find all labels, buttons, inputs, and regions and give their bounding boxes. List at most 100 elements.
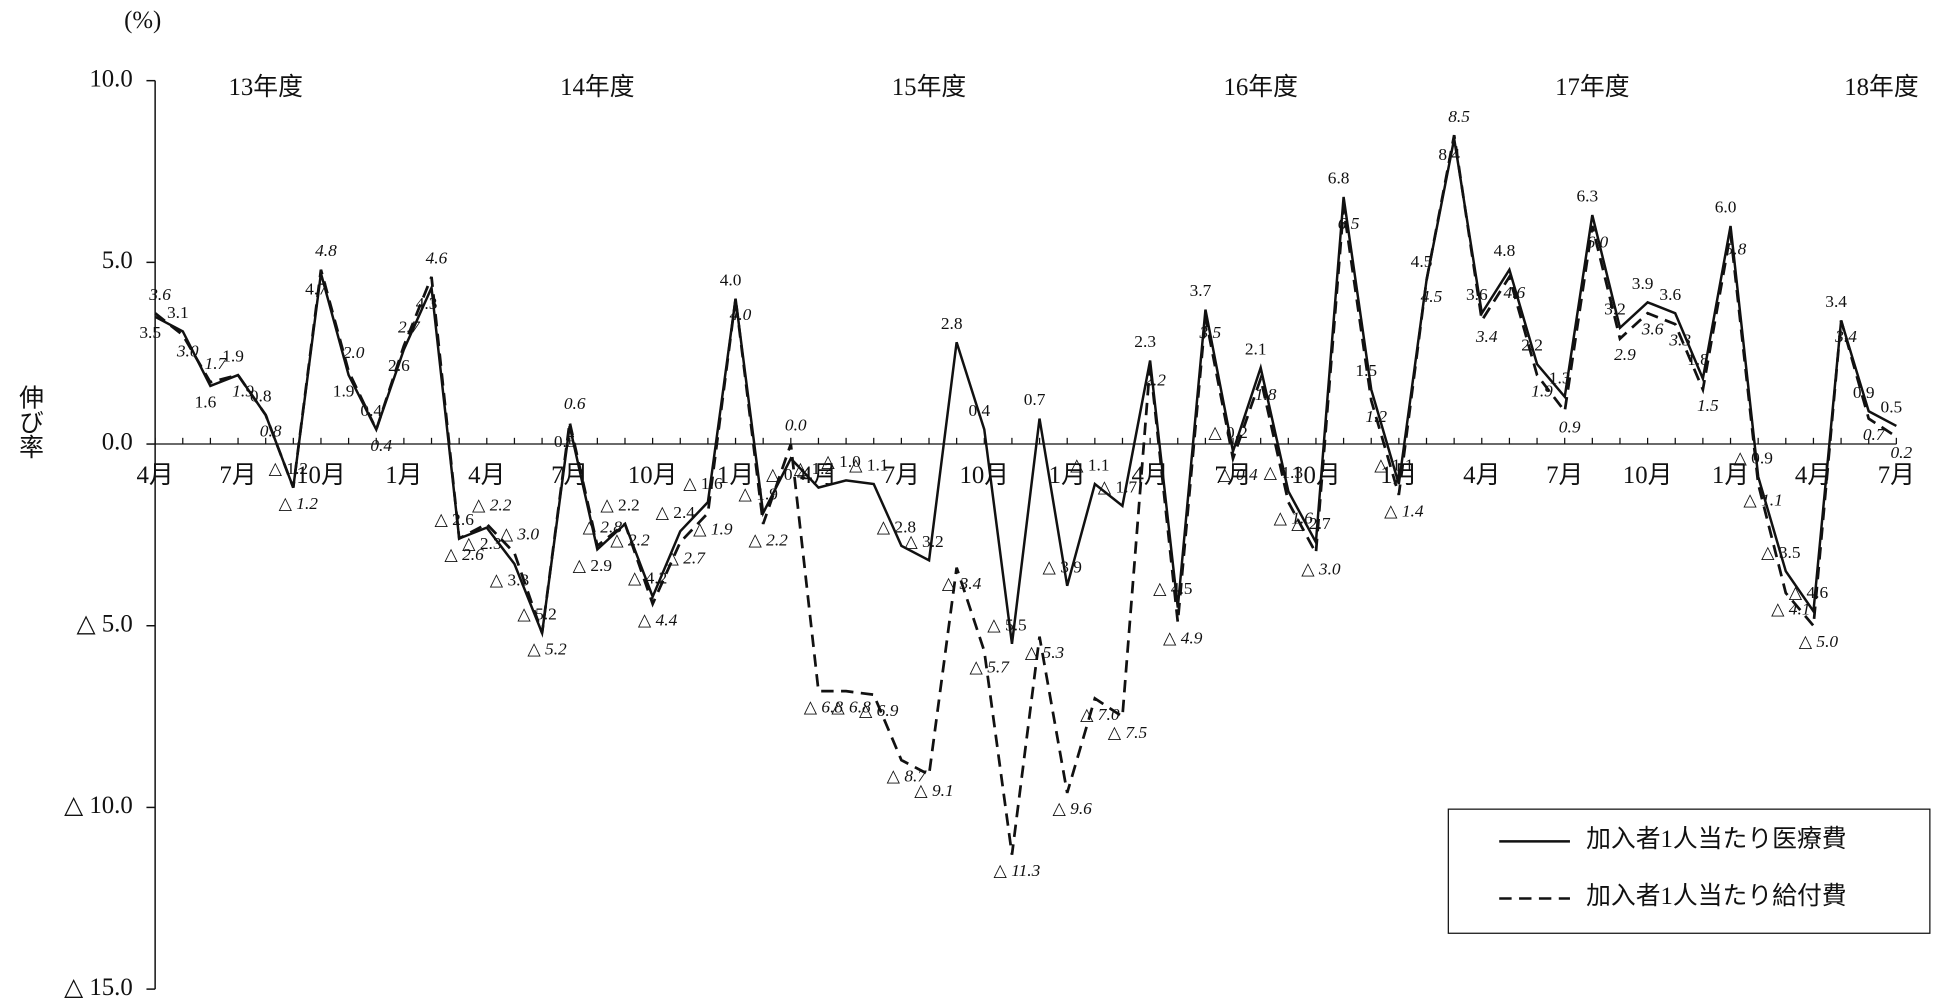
data-label: 0.5 <box>1881 397 1903 416</box>
data-label: △ 2.8 <box>583 517 623 536</box>
data-label: △ 2.2 <box>610 530 650 549</box>
data-label: 2.0 <box>343 343 365 362</box>
data-label: △ 2.7 <box>666 549 707 568</box>
data-label: △ 9.6 <box>1052 799 1092 818</box>
data-label: △ 1.0 <box>821 452 861 471</box>
data-label: △ 1.2 <box>279 494 319 513</box>
data-label: 3.6 <box>1466 285 1488 304</box>
data-label: 3.1 <box>167 303 189 322</box>
data-label: 0.2 <box>1890 443 1912 462</box>
data-label: 3.7 <box>1190 281 1212 300</box>
data-label: △ 1.1 <box>1743 490 1782 509</box>
data-label: △ 8.7 <box>887 767 928 786</box>
data-label: △ 6.9 <box>859 701 899 720</box>
data-label: △ 1.1 <box>1374 456 1413 475</box>
data-label: 0.5 <box>554 432 576 451</box>
data-label: △ 2.6 <box>444 545 484 564</box>
data-label: 3.6 <box>148 285 171 304</box>
data-label: 6.5 <box>1338 214 1360 233</box>
series-line <box>154 134 1898 855</box>
data-label: 2.2 <box>1144 370 1166 389</box>
data-label: △ 5.2 <box>527 639 567 658</box>
data-label: 4.8 <box>1494 241 1516 260</box>
data-label: △ 1.9 <box>739 485 778 504</box>
data-label: 3.6 <box>1659 285 1681 304</box>
data-label: △ 6.8 <box>804 697 844 716</box>
data-label: 3.4 <box>1834 327 1857 346</box>
data-label: △ 1.4 <box>1384 501 1424 520</box>
legend-box <box>1447 808 1931 934</box>
data-label: △ 0.4 <box>766 465 806 484</box>
x-tick-label: 7月 <box>1546 462 1583 489</box>
data-label: △ 4.4 <box>638 610 678 629</box>
data-label: 3.5 <box>1199 323 1222 342</box>
data-label: △ 4.6 <box>1789 583 1829 602</box>
data-label: △ 5.5 <box>987 616 1026 635</box>
fiscal-year-label: 16年度 <box>1223 73 1297 101</box>
x-tick-label: 7月 <box>1214 462 1251 489</box>
data-label: 1.8 <box>1255 385 1277 404</box>
data-label: 2.8 <box>941 314 963 333</box>
data-label: 1.9 <box>222 347 244 366</box>
data-label: 0.8 <box>260 421 282 440</box>
data-label: △ 2.2 <box>748 530 788 549</box>
data-label: 8.5 <box>1448 107 1470 126</box>
data-label: 3.6 <box>1641 320 1664 339</box>
data-label: 4.3 <box>416 294 438 313</box>
y-tick-label: △ 10.0 <box>64 792 133 819</box>
x-tick-label: 4月 <box>137 462 174 489</box>
data-label: 3.4 <box>1825 292 1847 311</box>
data-label: 1.5 <box>1355 361 1377 380</box>
data-label: △ 2.3 <box>462 534 501 553</box>
x-tick-label: 4月 <box>1463 462 1500 489</box>
data-label: △ 1.7 <box>1098 477 1138 496</box>
data-label: 4.6 <box>426 249 448 268</box>
fiscal-year-label: 17年度 <box>1555 73 1629 101</box>
data-label: △ 1.1 <box>1070 456 1109 475</box>
data-label: 4.8 <box>315 241 337 260</box>
data-label: △ 3.0 <box>1301 559 1341 578</box>
y-tick-label: △ 5.0 <box>76 610 132 637</box>
data-label: 0.4 <box>360 401 382 420</box>
data-label: 0.8 <box>250 387 272 406</box>
data-label: △ 2.6 <box>434 510 474 529</box>
data-label: △ 2.9 <box>573 556 612 575</box>
y-tick-label: 10.0 <box>89 65 132 92</box>
data-label: △ 1.6 <box>1274 509 1314 528</box>
data-label: 1.9 <box>232 381 254 400</box>
x-tick-label: 7月 <box>1878 462 1915 489</box>
fiscal-year-label: 14年度 <box>560 73 634 101</box>
data-label: △ 2.7 <box>1291 514 1331 533</box>
data-label: 0.9 <box>1853 383 1875 402</box>
data-label: 1.7 <box>205 354 228 373</box>
data-label: △ 2.8 <box>877 517 917 536</box>
data-label: 4.7 <box>305 280 327 299</box>
data-label: 2.7 <box>398 318 421 337</box>
data-label: 6.0 <box>1586 232 1608 251</box>
data-label: △ 3.4 <box>942 574 982 593</box>
data-label: △ 1.1 <box>849 456 888 475</box>
data-label: 2.3 <box>1134 332 1156 351</box>
data-label: 0.4 <box>370 436 392 455</box>
data-label: △ 1.3 <box>1264 463 1303 482</box>
data-label: 1.9 <box>333 381 355 400</box>
x-tick-label: 1月 <box>385 462 422 489</box>
data-label: 3.0 <box>176 341 199 360</box>
data-label: 3.5 <box>139 323 161 342</box>
data-label: △ 11.3 <box>993 861 1040 880</box>
data-label: 0.7 <box>1863 425 1886 444</box>
data-label: 5.8 <box>1725 240 1747 259</box>
data-label: △ 2.4 <box>656 503 696 522</box>
x-tick-label: 10月 <box>628 462 678 489</box>
data-label: △ 3.2 <box>904 532 943 551</box>
data-label: △ 1.9 <box>693 519 733 538</box>
data-label: △ 6.8 <box>831 697 871 716</box>
x-tick-label: 7月 <box>883 462 920 489</box>
data-label: △ 9.1 <box>914 781 953 800</box>
data-label: △ 1.6 <box>683 474 723 493</box>
data-label: 1.6 <box>195 392 217 411</box>
data-label: 0.0 <box>785 416 807 435</box>
data-label: 3.2 <box>1604 299 1626 318</box>
data-label: 6.3 <box>1577 187 1599 206</box>
